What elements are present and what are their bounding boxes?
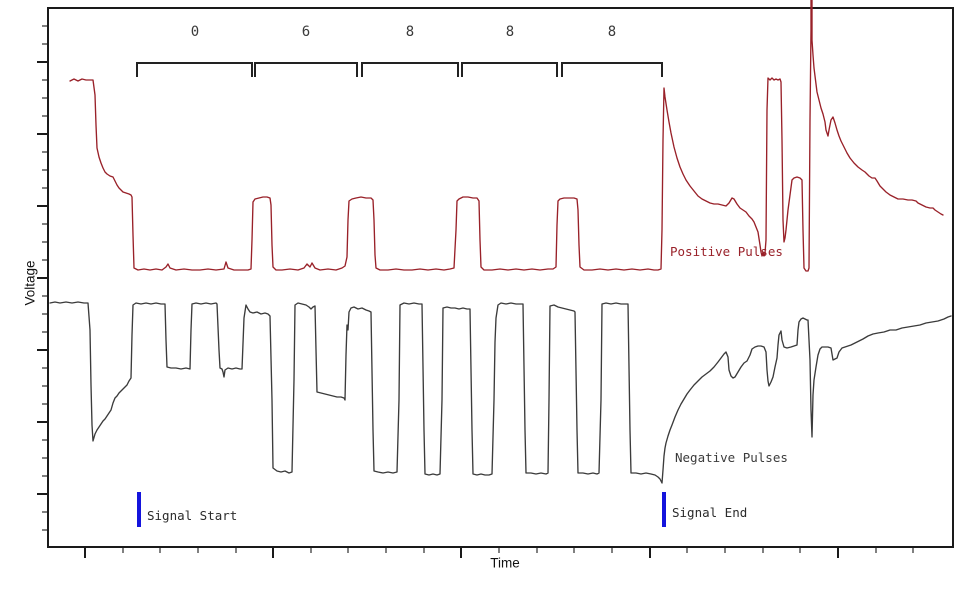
pulse-count-label: 6 [301, 24, 311, 40]
signal-start-label: Signal Start [147, 507, 238, 523]
negative-pulses-series-label: Negative Pulses [675, 449, 788, 465]
positive-pulses-series-label: Positive Pulses [670, 243, 783, 259]
x-axis-label: Time [490, 555, 520, 571]
pulse-count-label: 8 [405, 24, 415, 40]
y-axis-label: Voltage [22, 260, 38, 306]
signal-end-label: Signal End [672, 504, 748, 520]
pulse-count-label: 0 [190, 24, 200, 40]
pulse-count-label: 8 [505, 24, 515, 40]
pulse-count-label: 8 [607, 24, 617, 40]
